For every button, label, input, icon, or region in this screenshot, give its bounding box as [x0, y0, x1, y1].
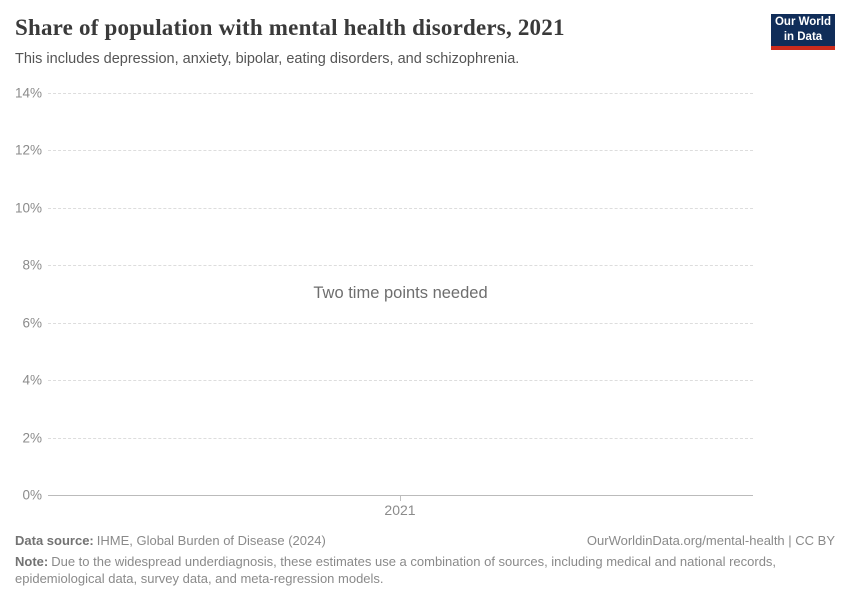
- x-axis-tick: [400, 495, 401, 501]
- y-axis-tick-label: 14%: [14, 85, 42, 100]
- gridline: [48, 322, 753, 324]
- y-axis-tick-label: 6%: [22, 315, 42, 330]
- x-axis-tick-label: 2021: [384, 502, 416, 518]
- gridline: [48, 207, 753, 209]
- gridline: [48, 380, 753, 381]
- y-axis-tick-label: 12%: [14, 142, 42, 158]
- gridline: [48, 150, 753, 151]
- empty-chart-message: Two time points needed: [313, 284, 488, 302]
- y-axis-tick-label: 4%: [22, 372, 42, 388]
- gridline: [48, 92, 753, 94]
- y-axis-tick-label: 2%: [22, 430, 42, 445]
- data-source-line: Data source: IHME, Global Burden of Disea…: [15, 533, 326, 548]
- gridline: [48, 437, 753, 439]
- note-label: Note:: [15, 554, 49, 569]
- y-axis-tick-label: 10%: [14, 200, 42, 215]
- chart-subtitle: This includes depression, anxiety, bipol…: [15, 51, 520, 67]
- footer-note: Note: Due to the widespread underdiagnosi…: [15, 554, 787, 587]
- page-title: Share of population with mental health d…: [15, 15, 565, 40]
- owid-link[interactable]: OurWorldinData.org/mental-health | CC BY: [586, 533, 835, 548]
- owid-logo-line1: Our World: [774, 16, 831, 28]
- owid-logo-line2: in Data: [783, 31, 823, 43]
- note-text: Due to the widespread underdiagnosis, th…: [15, 554, 777, 586]
- y-axis-tick-label: 0%: [22, 487, 42, 503]
- y-axis-tick-label: 8%: [22, 257, 42, 273]
- owid-logo[interactable]: Our World in Data: [771, 14, 835, 50]
- x-axis-line: [48, 495, 753, 496]
- data-source-label: Data source:: [15, 533, 94, 548]
- gridline: [48, 265, 753, 266]
- data-source-value: IHME, Global Burden of Disease (2024): [96, 533, 326, 548]
